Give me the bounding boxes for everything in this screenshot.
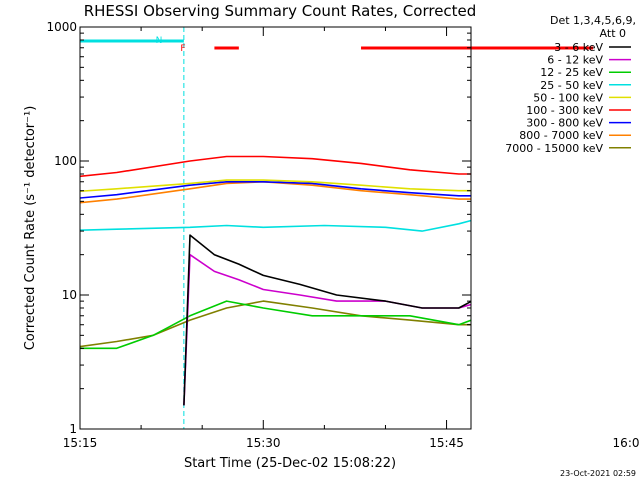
legend-label: 3 - 6 keV [554,41,603,54]
series-line [183,234,471,406]
y-tick-label: 1 [69,422,77,436]
series-line [80,181,471,204]
y-tick-label: 1000 [46,20,77,34]
legend-label: 7000 - 15000 keV [505,142,603,155]
legend-label: 12 - 25 keV [540,66,603,79]
x-tick-label: 15:45 [429,436,464,450]
legend-label: 100 - 300 keV [526,104,603,117]
legend-label: 300 - 800 keV [526,117,603,130]
series-line [80,155,471,178]
legend-label: 50 - 100 keV [533,91,603,104]
y-axis-ticks: 1 10 100 1000 [46,20,471,436]
x-tick-label: 16:00 [613,436,640,450]
series-line [80,300,471,350]
night-label: N [156,36,163,46]
legend-label: 800 - 7000 keV [519,129,603,142]
series-lines [80,155,471,406]
chart-title: RHESSI Observing Summary Count Rates, Co… [84,2,477,20]
y-tick-label: 100 [54,154,77,168]
footer-timestamp: 23-Oct-2021 02:59 [560,469,636,478]
series-line [80,300,471,348]
series-line [80,181,471,199]
y-tick-label: 10 [62,288,77,302]
legend-label: 6 - 12 keV [547,54,603,67]
plot-frame [79,26,472,430]
x-tick-label: 15:15 [63,436,98,450]
legend-header-line-2: Att 0 [600,27,626,40]
legend-label: 25 - 50 keV [540,79,603,92]
series-line [80,179,471,193]
x-tick-label: 15:30 [246,436,281,450]
legend-header-line-1: Det 1,3,4,5,6,9, [550,14,636,27]
y-axis-label: Corrected Count Rate (s⁻¹ detector⁻¹) [23,106,38,351]
x-axis-label: Start Time (25-Dec-02 15:08:22) [184,456,396,471]
series-line [80,219,471,232]
flare-label: F [180,44,185,54]
